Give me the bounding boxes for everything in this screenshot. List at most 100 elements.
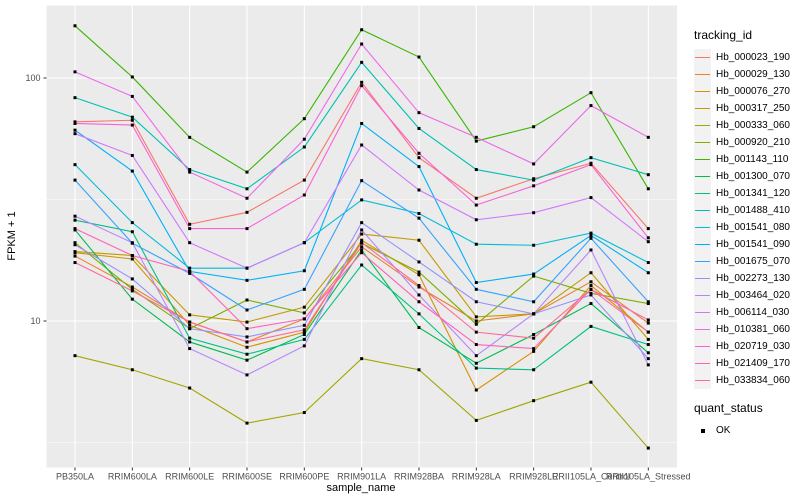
data-point (130, 115, 134, 119)
legend-title-quant-status: quant_status (694, 401, 763, 415)
legend-line-swatch (695, 226, 710, 229)
data-point (646, 261, 650, 265)
data-point (245, 196, 249, 200)
legend-item-label: Hb_006114_030 (716, 307, 790, 318)
data-point (417, 211, 421, 215)
data-point (73, 132, 77, 136)
data-point (532, 178, 536, 182)
data-point (646, 236, 650, 240)
data-point (245, 373, 249, 377)
legend-item-label: Hb_001541_080 (716, 222, 790, 233)
legend-key (694, 185, 711, 202)
legend-item: Hb_002273_130 (694, 270, 798, 287)
data-point (532, 243, 536, 247)
data-point (360, 28, 364, 32)
y-tick-label: 100 (25, 73, 40, 83)
data-point (474, 361, 478, 365)
data-point (302, 287, 306, 291)
data-point (130, 257, 134, 261)
data-point (417, 111, 421, 115)
legend-line-swatch (695, 260, 710, 263)
x-tick-label: RRIM600SE (222, 472, 272, 482)
data-point (245, 327, 249, 331)
data-point (302, 332, 306, 336)
data-point (589, 91, 593, 95)
data-point (532, 125, 536, 129)
data-point (417, 165, 421, 169)
legend-line-swatch (695, 175, 710, 178)
data-point (532, 347, 536, 351)
legend-key (694, 338, 711, 355)
legend-line-swatch (695, 277, 710, 280)
legend-key (694, 372, 711, 389)
legend-item: Hb_000333_060 (694, 117, 798, 134)
data-point (474, 203, 478, 207)
data-point (646, 321, 650, 325)
data-point (188, 323, 192, 327)
data-point (646, 135, 650, 139)
quant-square-swatch (700, 428, 705, 433)
data-point (589, 104, 593, 108)
data-point (360, 60, 364, 64)
data-point (417, 156, 421, 160)
data-point (646, 173, 650, 177)
x-tick-label: RRIM928LE (509, 472, 558, 482)
data-point (589, 293, 593, 297)
data-point (646, 240, 650, 244)
data-point (474, 218, 478, 222)
data-point (130, 94, 134, 98)
legend-item-label: Hb_001143_110 (716, 154, 789, 165)
data-point (589, 380, 593, 384)
data-point (73, 121, 77, 125)
data-point (417, 238, 421, 242)
x-tick-label: RRIM928BA (394, 472, 444, 482)
data-point (245, 187, 249, 191)
legend-item-label: Hb_000920_210 (716, 137, 790, 148)
data-point (589, 287, 593, 291)
legend: tracking_id Hb_000023_190 Hb_000029_130 Hb… (694, 28, 798, 439)
legend-key (694, 219, 711, 236)
data-point (245, 170, 249, 174)
legend-item: Hb_001341_120 (694, 185, 798, 202)
legend-item-label: Hb_001488_410 (716, 205, 790, 216)
legend-item: Hb_001675_070 (694, 253, 798, 270)
legend-key (694, 66, 711, 83)
x-tick-label: PB350LA (56, 472, 94, 482)
data-point (646, 271, 650, 275)
data-point (245, 320, 249, 324)
data-point (474, 135, 478, 139)
legend-line-swatch (695, 90, 710, 93)
data-point (130, 230, 134, 234)
data-point (245, 421, 249, 425)
legend-line-swatch (695, 362, 710, 365)
legend-line-swatch (695, 294, 710, 297)
data-point (532, 312, 536, 316)
data-point (360, 245, 364, 249)
data-point (302, 317, 306, 321)
data-point (360, 121, 364, 125)
data-point (130, 285, 134, 289)
legend-item-label: Hb_021409_170 (716, 358, 790, 369)
data-point (73, 70, 77, 74)
data-point (188, 271, 192, 275)
legend-item-label: Hb_002273_130 (716, 273, 790, 284)
data-point (73, 178, 77, 182)
data-point (474, 354, 478, 358)
data-point (130, 277, 134, 281)
data-point (646, 300, 650, 304)
data-point (188, 327, 192, 331)
data-point (130, 169, 134, 173)
legend-key (694, 117, 711, 134)
legend-key (694, 202, 711, 219)
legend-item-label: Hb_000333_060 (716, 120, 790, 131)
data-point (589, 271, 593, 275)
data-point (532, 274, 536, 278)
data-point (302, 137, 306, 141)
quant-key (694, 422, 711, 439)
y-axis-title: FPKM + 1 (6, 211, 18, 261)
data-point (73, 163, 77, 167)
data-point (417, 151, 421, 155)
legend-item: Hb_033834_060 (694, 372, 798, 389)
data-point (360, 263, 364, 267)
